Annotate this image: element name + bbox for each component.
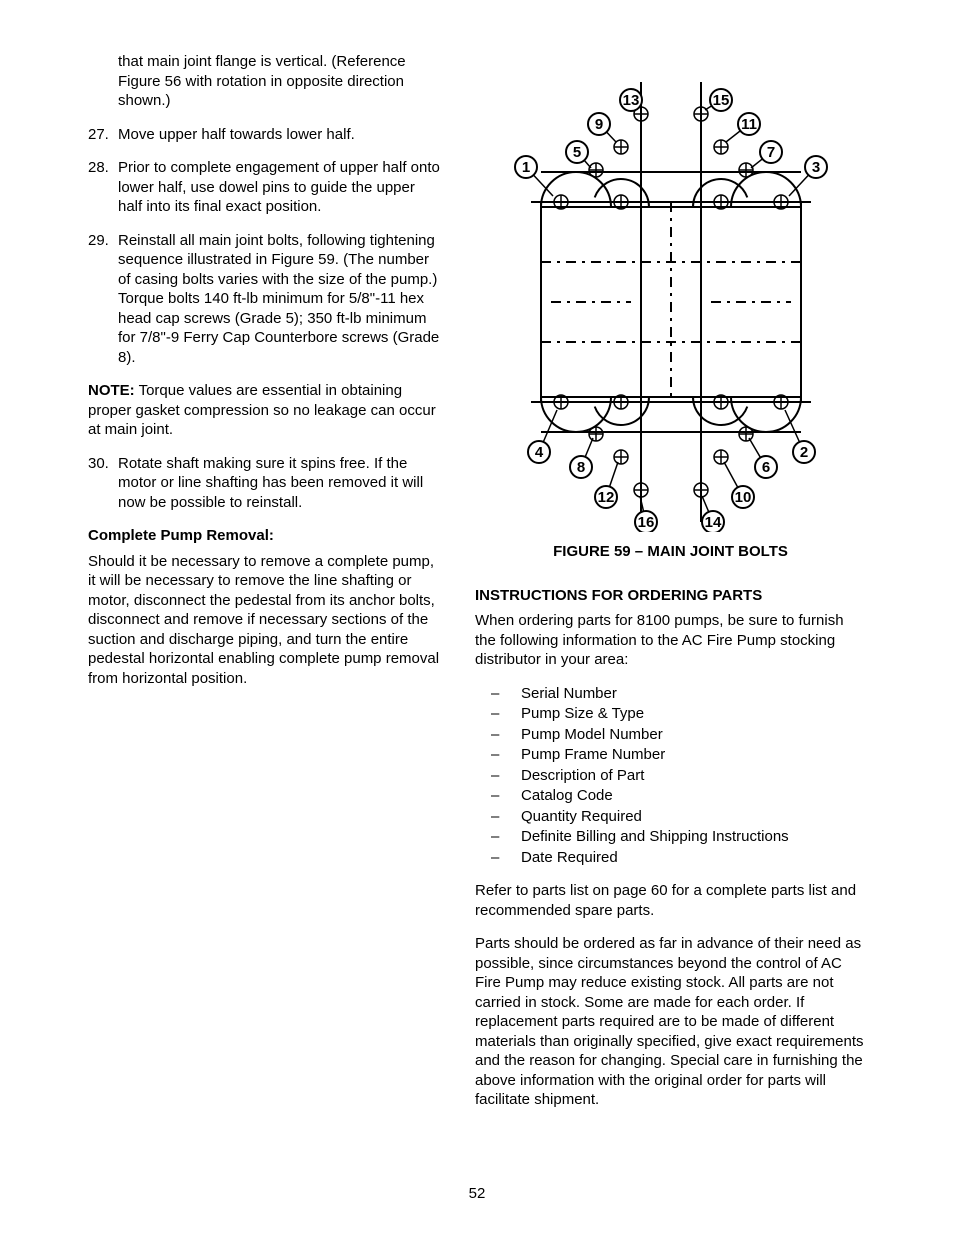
- svg-text:16: 16: [637, 514, 654, 531]
- dash-text: Definite Billing and Shipping Instructio…: [521, 827, 789, 847]
- list-text: Reinstall all main joint bolts, followin…: [118, 231, 443, 368]
- svg-text:1: 1: [521, 159, 529, 176]
- dash-item: –Quantity Required: [475, 807, 866, 827]
- dash-item: –Catalog Code: [475, 786, 866, 806]
- svg-text:10: 10: [734, 489, 751, 506]
- note-label: NOTE:: [88, 382, 135, 399]
- svg-text:3: 3: [811, 159, 819, 176]
- svg-text:11: 11: [741, 116, 757, 133]
- right-column: 15913151173481216141062 FIGURE 59 – MAIN…: [475, 52, 866, 1124]
- page-number: 52: [0, 1184, 954, 1204]
- dash-list: –Serial Number–Pump Size & Type–Pump Mod…: [475, 684, 866, 868]
- list-text: Move upper half towards lower half.: [118, 125, 443, 145]
- dash-icon: –: [491, 807, 521, 827]
- dash-item: –Pump Frame Number: [475, 745, 866, 765]
- dash-icon: –: [491, 827, 521, 847]
- dash-icon: –: [491, 848, 521, 868]
- list-text: Prior to complete engagement of upper ha…: [118, 158, 443, 217]
- refer-text: Refer to parts list on page 60 for a com…: [475, 881, 866, 920]
- figure-caption: FIGURE 59 – MAIN JOINT BOLTS: [475, 542, 866, 562]
- advance-text: Parts should be ordered as far in advanc…: [475, 934, 866, 1110]
- svg-text:13: 13: [622, 92, 639, 109]
- dash-icon: –: [491, 786, 521, 806]
- list-item: 28.Prior to complete engagement of upper…: [88, 158, 443, 217]
- dash-icon: –: [491, 704, 521, 724]
- list-item: 29.Reinstall all main joint bolts, follo…: [88, 231, 443, 368]
- note-body: Torque values are essential in obtaining…: [88, 382, 436, 438]
- dash-item: –Description of Part: [475, 766, 866, 786]
- svg-text:4: 4: [534, 444, 543, 461]
- dash-icon: –: [491, 745, 521, 765]
- dash-item: –Date Required: [475, 848, 866, 868]
- dash-text: Date Required: [521, 848, 618, 868]
- list-text: Rotate shaft making sure it spins free. …: [118, 454, 443, 513]
- left-column: that main joint flange is vertical. (Ref…: [88, 52, 443, 1124]
- dash-text: Pump Model Number: [521, 725, 663, 745]
- svg-text:7: 7: [766, 144, 774, 161]
- dash-icon: –: [491, 725, 521, 745]
- dash-icon: –: [491, 766, 521, 786]
- removal-body: Should it be necessary to remove a compl…: [88, 552, 443, 689]
- dash-text: Pump Frame Number: [521, 745, 665, 765]
- dash-item: –Pump Size & Type: [475, 704, 866, 724]
- dash-text: Description of Part: [521, 766, 644, 786]
- note: NOTE: Torque values are essential in obt…: [88, 381, 443, 440]
- list-item: 30. Rotate shaft making sure it spins fr…: [88, 454, 443, 513]
- removal-heading: Complete Pump Removal:: [88, 526, 443, 546]
- main-joint-bolts-diagram: 15913151173481216141062: [491, 52, 851, 532]
- svg-text:14: 14: [704, 514, 721, 531]
- list-number: 29.: [88, 231, 118, 368]
- dash-item: –Serial Number: [475, 684, 866, 704]
- dash-item: –Definite Billing and Shipping Instructi…: [475, 827, 866, 847]
- dash-text: Serial Number: [521, 684, 617, 704]
- page: that main joint flange is vertical. (Ref…: [0, 0, 954, 1164]
- svg-text:9: 9: [594, 116, 602, 133]
- dash-icon: –: [491, 684, 521, 704]
- svg-text:2: 2: [799, 444, 807, 461]
- ordered-list: 27.Move upper half towards lower half.28…: [88, 125, 443, 368]
- svg-text:8: 8: [576, 459, 584, 476]
- svg-text:6: 6: [761, 459, 769, 476]
- dash-text: Catalog Code: [521, 786, 613, 806]
- svg-text:5: 5: [572, 144, 580, 161]
- svg-text:15: 15: [712, 92, 729, 109]
- continuation-text: that main joint flange is vertical. (Ref…: [88, 52, 443, 111]
- list-number: 30.: [88, 454, 118, 513]
- list-item: 27.Move upper half towards lower half.: [88, 125, 443, 145]
- svg-text:12: 12: [597, 489, 614, 506]
- dash-item: –Pump Model Number: [475, 725, 866, 745]
- ordering-intro: When ordering parts for 8100 pumps, be s…: [475, 611, 866, 670]
- list-number: 28.: [88, 158, 118, 217]
- list-number: 27.: [88, 125, 118, 145]
- dash-text: Pump Size & Type: [521, 704, 644, 724]
- ordering-heading: INSTRUCTIONS FOR ORDERING PARTS: [475, 586, 866, 606]
- dash-text: Quantity Required: [521, 807, 642, 827]
